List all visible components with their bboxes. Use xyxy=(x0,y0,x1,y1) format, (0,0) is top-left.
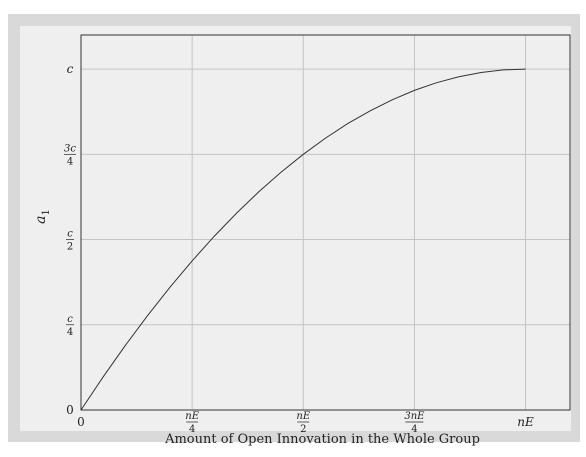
y-tick-label-numerator: c xyxy=(67,229,73,240)
x-tick-label: 0 xyxy=(77,415,85,429)
grid xyxy=(81,35,570,410)
x-tick-label-text: nE xyxy=(517,415,534,429)
figure-panel xyxy=(20,26,571,431)
x-tick-label-denominator: 4 xyxy=(189,424,195,435)
x-tick-label-numerator: nE xyxy=(296,411,310,422)
x-tick-label-denominator: 4 xyxy=(411,424,417,435)
y-tick-label-text: c xyxy=(67,62,74,76)
y-axis-label-subscript: 1 xyxy=(41,209,52,215)
x-tick-label: nE xyxy=(517,415,534,429)
y-tick-label: c xyxy=(67,62,74,76)
x-tick-label-numerator: nE xyxy=(185,411,199,422)
y-tick-label: c2 xyxy=(66,229,74,253)
x-tick-label-numerator: 3nE xyxy=(404,411,425,422)
y-tick-label-numerator: 3c xyxy=(64,143,76,154)
y-axis-label-main: a xyxy=(33,216,49,224)
y-tick-label: 3c4 xyxy=(64,143,76,167)
y-tick-label: c4 xyxy=(66,314,74,338)
x-tick-label: nE 4 xyxy=(185,411,199,435)
x-tick-label: nE 2 xyxy=(296,411,310,435)
x-tick-label-text: 0 xyxy=(77,415,85,429)
x-tick-label-denominator: 2 xyxy=(300,424,306,435)
series-line xyxy=(80,68,526,411)
series-group xyxy=(80,68,526,411)
plot-area xyxy=(80,34,571,411)
x-axis-label: Amount of Open Innovation in the Whole G… xyxy=(164,432,480,447)
y-tick-label-denominator: 2 xyxy=(67,242,73,253)
y-tick-label-denominator: 4 xyxy=(67,156,73,167)
y-tick-label-text: 0 xyxy=(66,403,74,417)
y-tick-label: 0 xyxy=(66,403,74,417)
y-tick-label-numerator: c xyxy=(67,314,73,325)
y-tick-label-denominator: 4 xyxy=(67,327,73,338)
y-axis-label: a1 xyxy=(33,209,52,224)
